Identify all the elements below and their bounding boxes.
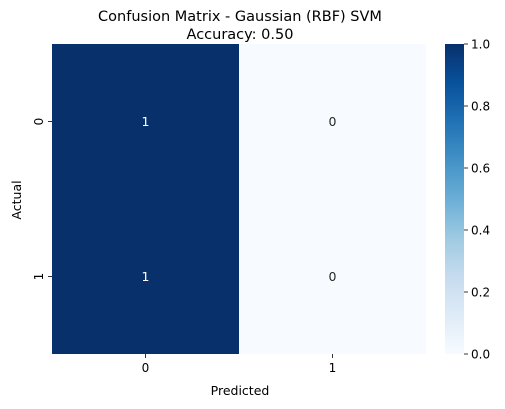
- cell-annotation-1-1: 0: [329, 269, 337, 284]
- colorbar-ticks: 0.0 0.2 0.4 0.6 0.8 1.0: [464, 38, 490, 362]
- colorbar-tick-label: 0.0: [471, 348, 490, 362]
- colorbar-tick-label: 0.2: [471, 286, 490, 300]
- colorbar: [445, 44, 464, 354]
- colorbar-tick-label: 1.0: [471, 38, 490, 52]
- cell-annotation-0-1: 0: [329, 114, 337, 129]
- y-tick-label: 0: [32, 118, 46, 126]
- chart-title: Confusion Matrix - Gaussian (RBF) SVM: [98, 9, 382, 25]
- colorbar-tick-label: 0.8: [471, 100, 490, 114]
- x-tick-label: 1: [329, 361, 337, 375]
- heatmap-cells: 1 0 1 0: [52, 44, 426, 354]
- y-axis-ticks: 01: [32, 118, 52, 281]
- y-tick-label: 1: [32, 273, 46, 281]
- y-axis-label: Actual: [9, 180, 24, 219]
- colorbar-tick-label: 0.6: [471, 162, 490, 176]
- x-axis-label: Predicted: [211, 383, 270, 398]
- colorbar-tick-label: 0.4: [471, 224, 490, 238]
- chart-subtitle: Accuracy: 0.50: [187, 27, 294, 43]
- x-tick-label: 0: [142, 361, 150, 375]
- cell-annotation-0-0: 1: [142, 114, 150, 129]
- cell-annotation-1-0: 1: [142, 269, 150, 284]
